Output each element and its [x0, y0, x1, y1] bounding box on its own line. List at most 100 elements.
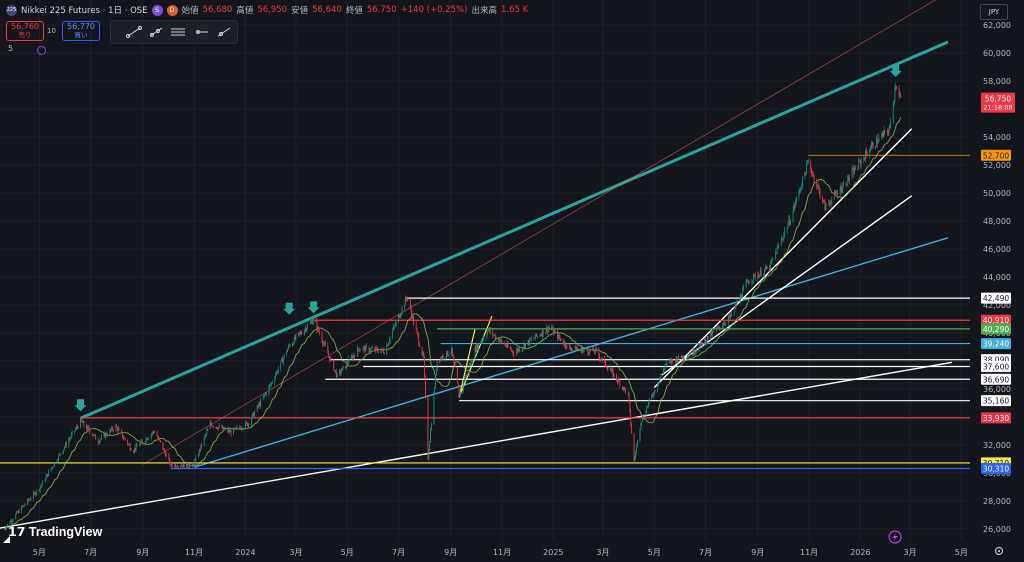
candle-body	[339, 370, 341, 374]
symbol-title[interactable]: Nikkei 225 Futures · 1日 · OSE	[21, 6, 148, 16]
candle-body	[460, 391, 462, 392]
candle-body	[236, 427, 238, 428]
price-level-tag: 30,310	[981, 463, 1011, 475]
y-tick-label: 42,000	[983, 301, 1011, 310]
candle-body	[80, 418, 82, 422]
time-axis[interactable]: 5月 7月 9月 11月 2024 3月 5月 7月 9月 11月 2025 3月 5月 7月 9月 11月 2…	[3, 530, 1004, 557]
candle-body	[458, 388, 460, 397]
candle-body	[12, 519, 14, 521]
candle-body	[347, 363, 349, 365]
candle-body	[657, 384, 659, 391]
candle-body	[551, 327, 553, 330]
candle-body	[501, 340, 503, 343]
candle-body	[27, 499, 28, 505]
candle-body	[433, 393, 435, 425]
sell-button[interactable]: 56,760 売り	[6, 21, 44, 41]
candle-body	[671, 359, 673, 363]
trend-line	[458, 328, 476, 398]
candle-body	[530, 338, 532, 340]
candle-body	[640, 423, 642, 429]
ray-icon[interactable]	[149, 27, 163, 37]
currency-selector[interactable]: JPY	[980, 4, 1008, 20]
candle-body	[86, 425, 87, 430]
trend-line-icon[interactable]	[126, 26, 142, 38]
price-level-bg	[981, 361, 1011, 373]
candle-body	[500, 339, 502, 341]
candle-body	[393, 325, 395, 327]
candle-body	[851, 170, 853, 178]
candle-body	[210, 422, 212, 425]
candle-body	[647, 406, 648, 408]
gear-icon[interactable]	[994, 546, 1004, 556]
candle-body	[5, 528, 7, 530]
tradingview-logo: 𝟭𝟳 TradingView	[8, 525, 103, 539]
candle-body	[852, 168, 854, 171]
horizontal-ray-icon[interactable]	[196, 30, 208, 34]
session-badge[interactable]: S	[151, 4, 163, 16]
candle-body	[693, 349, 695, 354]
candle-body	[552, 327, 554, 334]
candle-body	[283, 354, 285, 359]
extended-line-icon[interactable]	[217, 27, 231, 37]
candle-body	[135, 444, 137, 450]
candle-body	[165, 452, 166, 457]
candle-body	[280, 360, 282, 369]
candle-body	[271, 382, 273, 384]
candle-body	[6, 526, 7, 529]
candle-body	[766, 266, 768, 269]
candle-body	[836, 192, 838, 194]
candle-body	[705, 338, 707, 344]
candle-body	[572, 348, 574, 350]
candle-body	[775, 252, 776, 259]
candle-body	[734, 305, 736, 308]
candle-body	[798, 190, 800, 198]
candle-body	[718, 325, 720, 328]
candle-body	[457, 382, 459, 389]
candle-body	[275, 374, 277, 379]
price-level-tag: 40,290	[981, 323, 1011, 335]
delay-badge[interactable]: D	[166, 4, 178, 16]
indicator-circle-icon[interactable]	[37, 46, 46, 55]
price-level-label: 35,160	[983, 397, 1009, 406]
candle-body	[629, 401, 631, 412]
candle-body	[669, 360, 671, 361]
symbol-icon[interactable]: 225	[6, 4, 17, 16]
candle-body	[610, 369, 612, 371]
candle-body	[70, 434, 72, 438]
candle-body	[133, 448, 135, 452]
candle-body	[476, 344, 478, 352]
candle-body	[786, 228, 788, 231]
candle-body	[176, 466, 177, 468]
price-axis[interactable]: 26,00028,00030,00032,00034,00036,00038,0…	[970, 0, 1024, 562]
candle-body	[27, 499, 29, 501]
candle-body	[748, 282, 750, 284]
candle-body	[192, 463, 194, 466]
candle-body	[489, 330, 491, 333]
candle-body	[301, 333, 303, 335]
candle-body	[288, 345, 290, 346]
candle-body	[223, 426, 224, 430]
candle-body	[142, 441, 144, 443]
parallel-channel-icon[interactable]	[171, 28, 185, 36]
candle-body	[727, 318, 729, 324]
candle-body	[865, 150, 866, 161]
price-level-bg	[981, 338, 1011, 350]
candle-body	[242, 427, 244, 429]
candle-body	[587, 350, 589, 353]
candle-body	[218, 425, 220, 428]
candle-body	[281, 358, 283, 361]
indicator-count[interactable]: 5	[8, 44, 14, 53]
candle-body	[276, 371, 277, 375]
candle-body	[488, 328, 490, 333]
candle-body	[663, 369, 664, 374]
candle-body	[451, 347, 452, 355]
candle-body	[91, 433, 93, 436]
candle-body	[299, 332, 301, 334]
buy-button[interactable]: 56,770 買い	[62, 21, 100, 41]
candle-body	[116, 425, 118, 428]
candle-body	[578, 349, 579, 350]
candle-body	[442, 355, 444, 359]
candle-body	[824, 201, 826, 210]
candle-body	[665, 363, 667, 366]
